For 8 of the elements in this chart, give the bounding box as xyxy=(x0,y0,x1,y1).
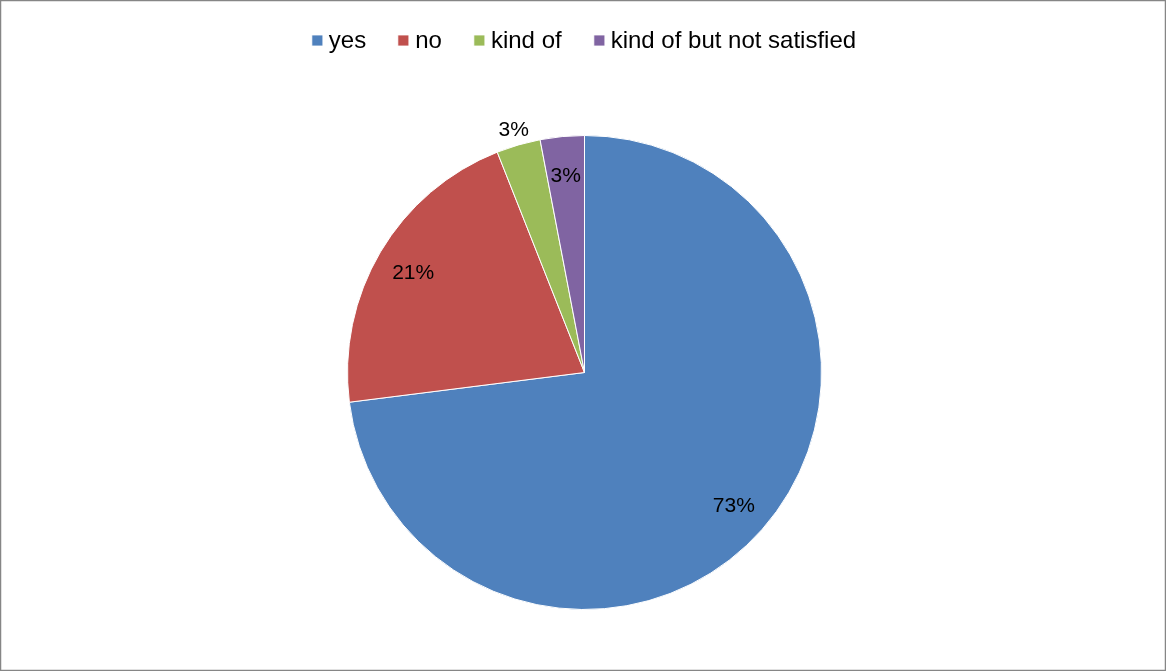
legend-label: kind of xyxy=(490,26,562,54)
legend-label: yes xyxy=(328,26,367,54)
data-label: 73% xyxy=(712,492,755,516)
legend-label: no xyxy=(415,26,442,54)
data-label: 3% xyxy=(550,162,581,186)
data-label: 3% xyxy=(498,117,529,141)
legend-label: kind of but not satisfied xyxy=(610,26,857,54)
data-label: 21% xyxy=(392,259,435,283)
